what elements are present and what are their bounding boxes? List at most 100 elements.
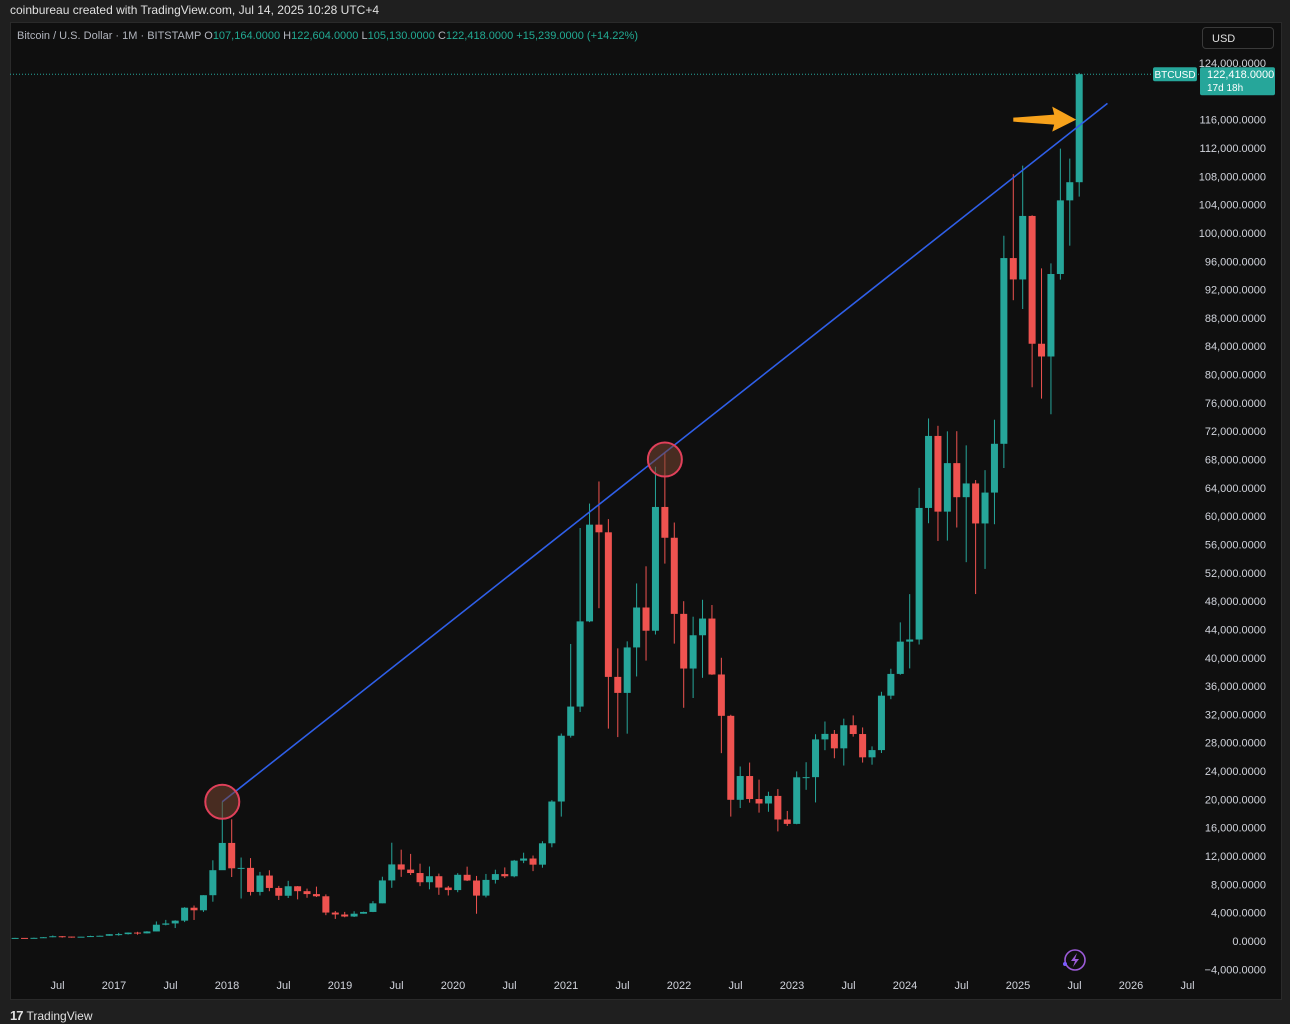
candle-body — [604, 532, 612, 677]
candle — [30, 937, 38, 939]
candle-body — [774, 795, 782, 820]
candle-body — [651, 506, 659, 631]
candle-body — [586, 524, 594, 622]
lightning-bolt-icon[interactable] — [1063, 949, 1086, 971]
y-tick-label: 64,000.0000 — [1205, 483, 1266, 495]
candle-body — [567, 706, 575, 736]
candle — [520, 852, 528, 864]
candle-body — [39, 937, 47, 939]
candle — [1028, 215, 1036, 388]
candle — [680, 601, 688, 708]
last-price-text: 122,418.0000 — [1207, 69, 1274, 81]
candle-body — [906, 639, 914, 642]
symbol-label[interactable]: Bitcoin / U.S. Dollar · 1M · BITSTAMP — [17, 30, 202, 42]
close-value: 122,418.0000 — [445, 30, 514, 42]
y-tick-label: 28,000.0000 — [1205, 738, 1266, 750]
candle — [501, 867, 509, 878]
symbol-badge-text: BTCUSD — [1154, 70, 1195, 81]
x-tick-label: 2023 — [780, 980, 804, 992]
y-tick-label: 60,000.0000 — [1205, 511, 1266, 523]
candle-body — [595, 524, 603, 533]
candle-body — [171, 920, 179, 924]
candle-body — [887, 673, 895, 696]
x-tick-label: Jul — [1180, 980, 1194, 992]
x-tick-label: Jul — [728, 980, 742, 992]
y-tick-label: 76,000.0000 — [1205, 398, 1266, 410]
candle — [407, 853, 415, 876]
candle-body — [793, 777, 801, 824]
brand-text: TradingView — [26, 1008, 93, 1023]
candle-body — [896, 641, 904, 674]
candle-body — [877, 695, 885, 751]
candle-body — [115, 934, 123, 936]
candle — [717, 657, 725, 754]
candle — [915, 487, 923, 645]
x-tick-label: Jul — [389, 980, 403, 992]
candle — [727, 714, 735, 817]
candle — [21, 937, 29, 939]
candle-body — [105, 934, 113, 936]
candle — [633, 583, 641, 677]
candle — [39, 937, 47, 939]
candle — [86, 935, 94, 938]
candle — [567, 643, 575, 738]
candle-body — [86, 936, 94, 938]
candle — [972, 480, 980, 595]
candle — [331, 910, 339, 919]
candle — [896, 622, 904, 675]
currency-button[interactable]: USD — [1202, 27, 1274, 49]
icon-bolt — [1071, 953, 1079, 967]
candle-body — [397, 864, 405, 870]
price-label-box — [1200, 67, 1275, 96]
candle — [322, 894, 330, 916]
candle — [491, 869, 499, 884]
candle — [529, 855, 537, 872]
candle-body — [162, 923, 170, 925]
candle — [350, 911, 358, 917]
candle — [77, 936, 85, 938]
candle-body — [1056, 200, 1064, 275]
candle-body — [199, 895, 207, 911]
candle-body — [11, 937, 19, 939]
x-tick-label: 2022 — [667, 980, 691, 992]
candle — [510, 859, 518, 878]
high-value: 122,604.0000 — [291, 30, 359, 42]
candle-body — [868, 750, 876, 758]
x-tick-label: 2020 — [441, 980, 465, 992]
candle — [162, 919, 170, 926]
low-value: 105,130.0000 — [367, 30, 435, 42]
x-tick-label: Jul — [276, 980, 290, 992]
footer: 17 TradingView — [10, 1008, 93, 1023]
candle-body — [124, 932, 132, 935]
candle-body — [821, 733, 829, 740]
candle-body — [256, 875, 264, 892]
y-tick-label: 92,000.0000 — [1205, 285, 1266, 297]
candle — [303, 888, 311, 898]
candle-body — [633, 607, 641, 648]
candle-body — [350, 913, 358, 917]
y-tick-label: 4,000.0000 — [1211, 908, 1266, 920]
candle — [651, 466, 659, 635]
candle-body — [614, 676, 622, 693]
candle-body — [764, 795, 772, 804]
high-label: H — [283, 30, 292, 42]
candle-body — [294, 886, 302, 892]
candle — [1075, 72, 1083, 197]
y-tick-label: 80,000.0000 — [1205, 370, 1266, 382]
candle — [228, 819, 236, 877]
candle-body — [915, 507, 923, 640]
candle — [689, 616, 697, 698]
candle — [152, 921, 160, 932]
candle — [199, 895, 207, 912]
highlight-circle — [646, 441, 683, 478]
candle — [840, 718, 848, 766]
y-tick-label: −4,000.0000 — [1205, 964, 1266, 976]
candle — [699, 599, 707, 678]
x-tick-label: Jul — [163, 980, 177, 992]
candle-body — [378, 880, 386, 904]
candle — [369, 901, 377, 913]
candle-body — [642, 607, 650, 631]
candle — [859, 727, 867, 763]
candle-body — [802, 777, 810, 779]
